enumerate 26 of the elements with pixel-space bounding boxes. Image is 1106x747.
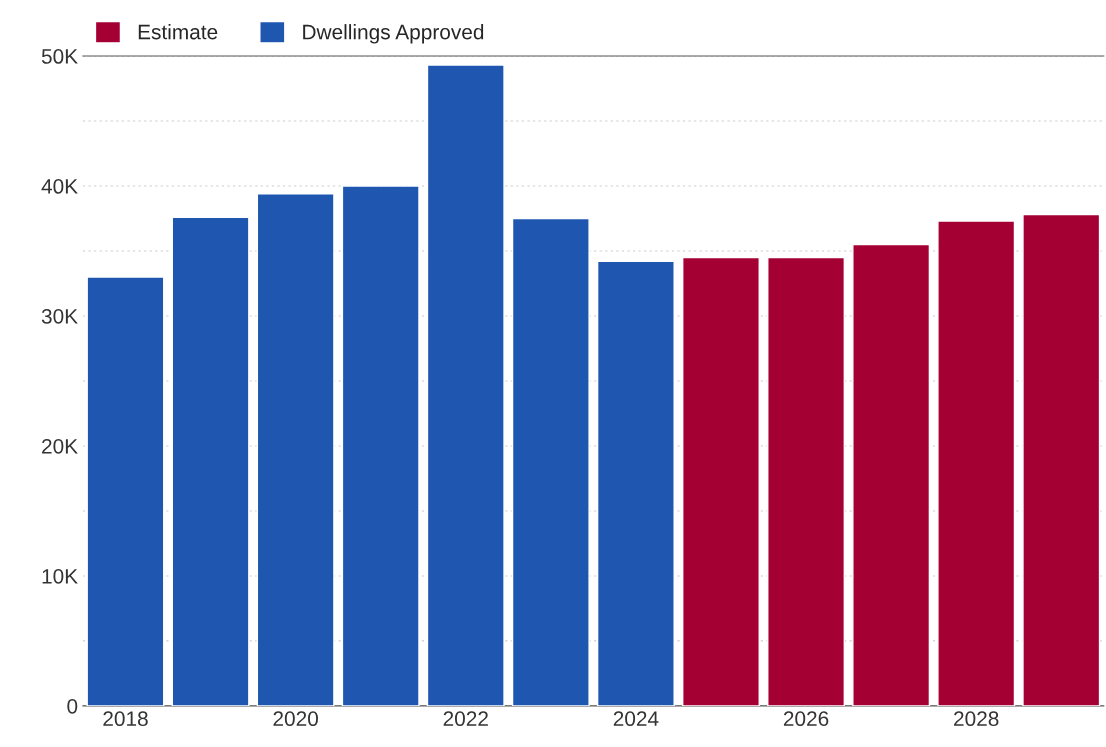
bar bbox=[596, 260, 675, 706]
y-tick-label: 50K bbox=[41, 49, 78, 64]
y-tick-label: 0 bbox=[67, 698, 78, 714]
x-tick-label: 2020 bbox=[273, 711, 318, 727]
x-tick-label: 2024 bbox=[613, 711, 659, 727]
y-tick-label: 30K bbox=[41, 308, 78, 324]
bar bbox=[256, 193, 335, 706]
bar bbox=[426, 64, 505, 706]
legend-label: Dwellings Approved bbox=[303, 24, 484, 44]
bar bbox=[767, 256, 846, 706]
x-tick-label: 2022 bbox=[443, 711, 488, 727]
bar bbox=[681, 256, 760, 706]
bar bbox=[511, 217, 590, 706]
bar bbox=[171, 216, 250, 706]
bar bbox=[852, 243, 931, 706]
bar bbox=[1022, 213, 1101, 706]
bar bbox=[937, 220, 1016, 706]
y-tick-label: 10K bbox=[42, 568, 78, 584]
bar bbox=[341, 185, 420, 706]
x-tick-label: 2018 bbox=[103, 711, 148, 727]
legend-label: Estimate bbox=[138, 24, 218, 40]
y-tick-label: 20K bbox=[42, 438, 78, 454]
x-tick-label: 2026 bbox=[783, 711, 829, 727]
x-tick-label: 2028 bbox=[954, 711, 999, 727]
y-tick-label: 40K bbox=[41, 179, 78, 194]
bar bbox=[86, 276, 165, 706]
